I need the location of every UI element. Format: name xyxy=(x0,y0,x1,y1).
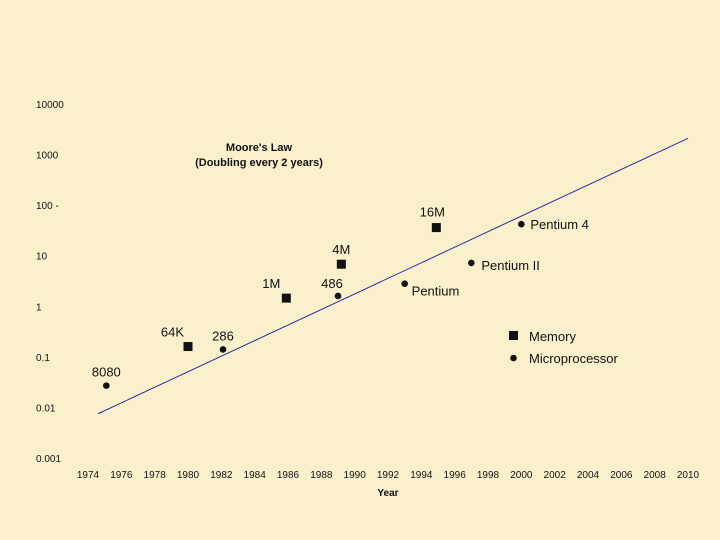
x-tick-label: 1980 xyxy=(177,470,200,481)
point-label-64k: 64K xyxy=(161,325,184,340)
microprocessor-point-486 xyxy=(334,292,342,300)
x-tick-label: 1986 xyxy=(277,470,300,481)
x-tick-label: 1996 xyxy=(444,470,467,481)
point-label-pentium: Pentium xyxy=(412,284,460,299)
x-tick-label: 2002 xyxy=(544,470,567,481)
y-tick-label: 10000 xyxy=(36,100,64,111)
x-tick-label: 1974 xyxy=(77,470,100,481)
x-tick-label: 1982 xyxy=(210,470,233,481)
point-label-486: 486 xyxy=(321,276,343,291)
x-tick-label: 1978 xyxy=(144,470,167,481)
y-tick-label: 0.01 xyxy=(36,403,56,414)
x-tick-label: 2004 xyxy=(577,470,600,481)
y-tick-label: 10 xyxy=(36,252,48,263)
x-tick-label: 1998 xyxy=(477,470,500,481)
x-axis-ticks: 1974 1976 1978 1980 1982 1984 1986 1988 1990 1992… xyxy=(77,470,700,481)
microprocessor-point-8080 xyxy=(103,382,110,389)
point-label-1m: 1M xyxy=(262,276,280,291)
memory-point-1m xyxy=(281,293,291,303)
x-tick-label: 2006 xyxy=(610,470,633,481)
y-tick-label: 100 - xyxy=(36,201,59,212)
y-tick-label: 0.1 xyxy=(36,353,50,364)
microprocessor-point-pentium xyxy=(401,280,408,287)
x-tick-label: 1984 xyxy=(244,470,267,481)
x-tick-label: 1992 xyxy=(377,470,400,481)
legend-marker-memory xyxy=(509,331,518,340)
y-tick-label: 1000 xyxy=(36,151,59,162)
microprocessor-point-pentium-4 xyxy=(518,220,525,228)
point-label-pentium-4: Pentium 4 xyxy=(530,217,589,232)
point-label-8080: 8080 xyxy=(92,365,121,380)
legend-label-memory: Memory xyxy=(529,329,576,344)
x-tick-label: 1976 xyxy=(110,470,133,481)
x-tick-label: 2010 xyxy=(677,470,700,481)
legend-label-microprocessor: Microprocessor xyxy=(529,351,619,366)
chart-title: Moore's Law xyxy=(226,142,293,154)
y-tick-label: 0.001 xyxy=(36,454,61,465)
x-tick-label: 1994 xyxy=(410,470,433,481)
legend: Memory Microprocessor xyxy=(509,329,619,366)
memory-point-4m xyxy=(336,259,346,269)
memory-point-16m xyxy=(431,223,441,233)
y-axis-ticks: 10000 1000 100 - 10 1 0.1 0.01 0.001 xyxy=(36,100,64,465)
chart-subtitle: (Doubling every 2 years) xyxy=(195,157,323,169)
memory-point-64k xyxy=(183,342,193,352)
point-label-4m: 4M xyxy=(332,242,350,257)
microprocessor-point-286 xyxy=(219,346,227,353)
y-tick-label: 1 xyxy=(36,302,42,313)
microprocessor-point-pentium-ii xyxy=(468,259,475,267)
data-points: 64K 1M 4M 16M 8080 286 486 Pentium Pentium II Pen… xyxy=(92,205,589,389)
point-label-286: 286 xyxy=(212,328,234,343)
trend-line xyxy=(97,137,689,415)
x-tick-label: 2008 xyxy=(644,470,667,481)
point-label-16m: 16M xyxy=(420,205,445,220)
x-tick-label: 1990 xyxy=(344,470,367,481)
x-tick-label: 2000 xyxy=(510,470,533,481)
point-label-pentium-ii: Pentium II xyxy=(481,258,540,273)
x-axis-label: Year xyxy=(377,488,398,499)
x-tick-label: 1988 xyxy=(310,470,333,481)
legend-marker-microprocessor xyxy=(510,354,517,362)
